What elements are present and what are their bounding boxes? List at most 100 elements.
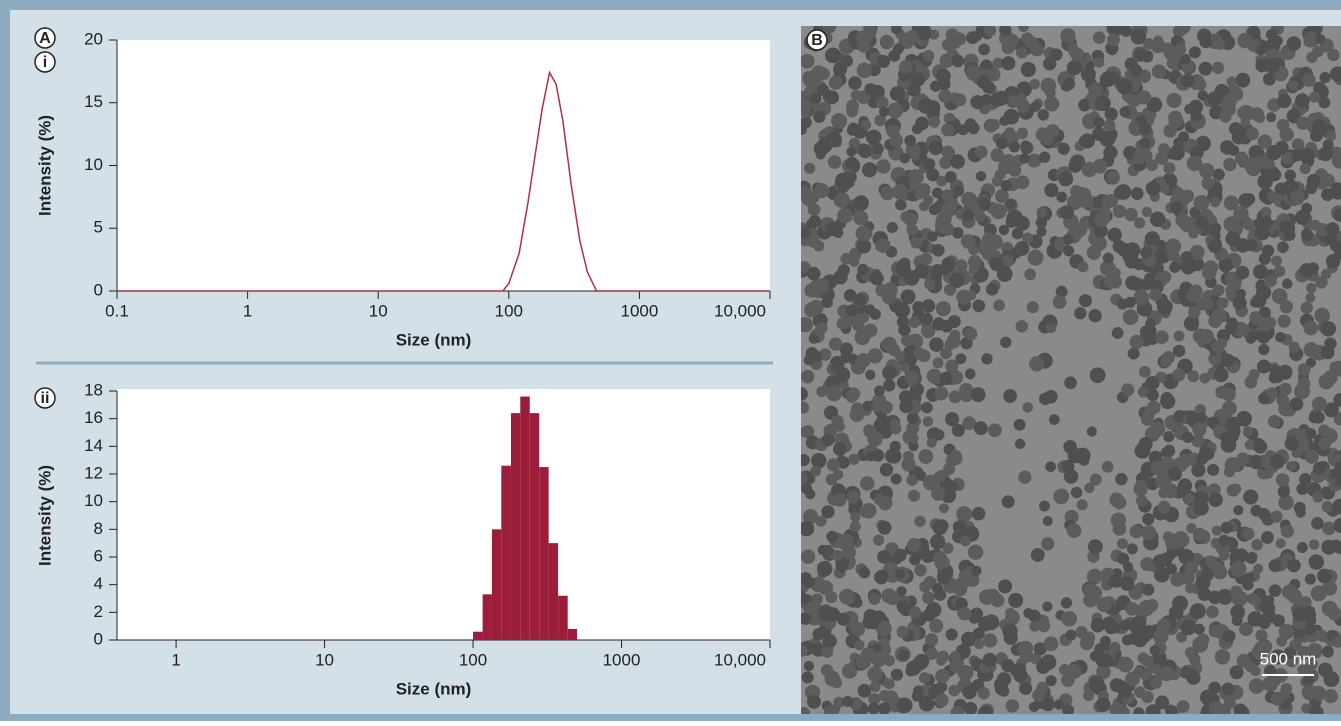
particle — [1050, 48, 1063, 61]
particle — [836, 612, 850, 626]
particle — [1299, 473, 1312, 486]
particle — [1295, 93, 1310, 108]
particle — [1160, 392, 1174, 405]
particle — [1110, 512, 1127, 528]
particle — [1334, 475, 1341, 487]
particle — [1268, 584, 1282, 597]
particle — [1155, 330, 1169, 345]
particle — [1268, 559, 1282, 573]
particle — [1199, 372, 1211, 384]
particle — [1323, 402, 1339, 418]
particle — [1261, 168, 1276, 184]
particle — [941, 38, 955, 51]
particle — [834, 421, 845, 432]
particle — [876, 620, 892, 637]
particle — [941, 123, 955, 137]
particle — [1109, 574, 1124, 588]
particle — [801, 612, 812, 625]
particle — [1124, 296, 1136, 308]
particle — [871, 449, 885, 462]
particle — [1059, 664, 1071, 676]
particle — [1172, 368, 1186, 382]
particle — [1053, 699, 1065, 710]
particle — [1111, 327, 1124, 339]
particle — [1258, 392, 1270, 405]
x-tick-label: 1000 — [603, 650, 641, 669]
particle — [849, 520, 861, 533]
particle — [835, 559, 849, 573]
particle — [919, 252, 933, 266]
particle — [801, 707, 810, 714]
particle — [1022, 232, 1034, 244]
particle — [1305, 427, 1317, 440]
particle — [982, 652, 997, 668]
particle — [1255, 629, 1268, 642]
particle — [846, 125, 858, 136]
particle — [879, 106, 890, 117]
particle — [1109, 703, 1122, 714]
particle — [1180, 259, 1196, 275]
particle — [959, 382, 974, 398]
particle — [1215, 704, 1227, 714]
particle — [1244, 439, 1255, 450]
particle — [1250, 297, 1261, 308]
particle — [928, 115, 941, 128]
particle — [1243, 572, 1255, 584]
particle — [854, 639, 865, 651]
particle — [931, 486, 946, 501]
particle — [1331, 152, 1341, 169]
particle — [1084, 482, 1095, 494]
particle — [1036, 207, 1047, 218]
particle — [1266, 191, 1278, 202]
particle — [939, 371, 953, 386]
particle — [946, 334, 961, 349]
particle — [1279, 221, 1291, 233]
particle — [1318, 373, 1335, 390]
bar — [473, 631, 483, 640]
particle — [813, 240, 825, 252]
particle — [934, 386, 949, 401]
particle — [813, 110, 826, 123]
particle — [801, 316, 813, 333]
particle — [894, 302, 911, 319]
particle — [939, 156, 952, 170]
particle — [801, 401, 810, 414]
particle — [839, 533, 854, 549]
particle — [1258, 344, 1270, 356]
particle — [1306, 658, 1318, 670]
particle — [1066, 523, 1082, 538]
particle — [867, 702, 880, 714]
particle — [1286, 461, 1297, 472]
particle — [840, 253, 852, 265]
particle — [869, 271, 884, 286]
particle — [1027, 249, 1044, 266]
particle — [1322, 521, 1336, 536]
particle — [970, 95, 985, 110]
particle — [1027, 153, 1042, 168]
particle — [1115, 184, 1132, 200]
particle — [927, 231, 938, 242]
particle — [1191, 434, 1205, 448]
particle — [940, 567, 954, 581]
particle — [1299, 596, 1312, 609]
particle — [1301, 703, 1312, 714]
particle — [853, 210, 869, 226]
particle — [867, 666, 883, 682]
particle — [879, 34, 895, 50]
particle — [1243, 489, 1259, 505]
particle — [852, 597, 863, 608]
particle — [856, 62, 873, 79]
particle — [1104, 107, 1118, 121]
x-tick-label: 100 — [495, 301, 523, 320]
particle — [995, 189, 1009, 204]
particle — [1090, 617, 1106, 633]
particle — [804, 283, 819, 298]
particle — [900, 289, 916, 305]
particle — [1278, 623, 1295, 640]
particle — [1129, 334, 1144, 350]
particle — [1186, 155, 1203, 172]
particle — [1004, 127, 1016, 139]
particle — [825, 375, 840, 390]
particle — [964, 327, 978, 341]
particle — [1000, 179, 1012, 192]
